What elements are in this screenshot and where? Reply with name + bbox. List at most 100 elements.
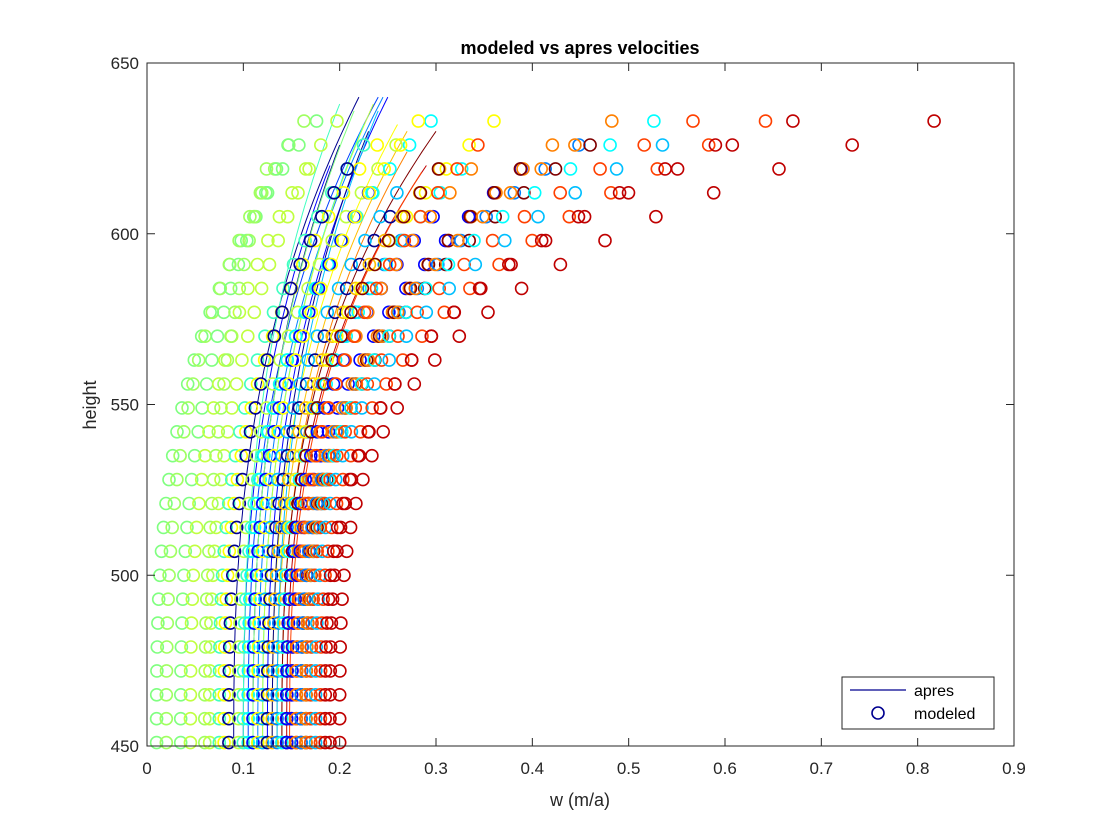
modeled-point <box>187 353 202 367</box>
modeled-point <box>274 520 289 535</box>
modeled-point <box>415 329 429 344</box>
modeled-point <box>254 568 268 583</box>
modeled-point <box>242 616 256 630</box>
modeled-point <box>355 401 369 415</box>
modeled-point <box>343 520 358 535</box>
modeled-point <box>266 640 280 654</box>
modeled-point <box>321 209 336 224</box>
modeled-point <box>225 472 239 487</box>
modeled-point <box>356 472 370 487</box>
modeled-point <box>257 616 271 630</box>
modeled-point <box>288 592 303 607</box>
modeled-markers <box>149 114 941 750</box>
modeled-point <box>927 114 941 128</box>
modeled-point <box>275 711 289 726</box>
modeled-point <box>339 209 354 224</box>
modeled-point <box>273 592 287 607</box>
modeled-point <box>310 329 325 344</box>
x-axis-label: w (m/a) <box>549 790 610 810</box>
modeled-point <box>251 687 265 702</box>
modeled-point <box>315 616 329 630</box>
modeled-point <box>217 305 231 320</box>
modeled-point <box>160 640 174 654</box>
modeled-point <box>250 711 265 726</box>
modeled-point <box>249 568 264 583</box>
modeled-point <box>393 138 408 152</box>
modeled-point <box>568 186 583 200</box>
modeled-point <box>347 329 361 344</box>
modeled-point <box>344 424 359 439</box>
modeled-point <box>598 233 612 248</box>
x-tick-label: 0.5 <box>617 759 641 778</box>
modeled-point <box>246 735 260 750</box>
modeled-point <box>298 233 312 248</box>
x-tick-label: 0.2 <box>328 759 352 778</box>
modeled-point <box>232 640 246 654</box>
legend: apres modeled <box>841 676 995 730</box>
modeled-point <box>324 520 339 535</box>
modeled-point <box>312 496 327 511</box>
modeled-point <box>299 664 314 678</box>
modeled-point <box>323 687 337 702</box>
modeled-point <box>202 711 217 726</box>
modeled-point <box>263 472 278 487</box>
modeled-point <box>302 162 316 176</box>
modeled-point <box>247 305 262 320</box>
modeled-point <box>239 592 253 607</box>
modeled-point <box>163 544 178 559</box>
modeled-point <box>235 568 249 583</box>
modeled-point <box>407 377 422 391</box>
modeled-point <box>162 568 176 583</box>
modeled-point <box>291 186 305 200</box>
modeled-point <box>291 616 306 630</box>
modeled-point <box>241 329 255 344</box>
modeled-point <box>318 687 333 702</box>
modeled-point <box>413 209 428 224</box>
modeled-point <box>330 448 344 463</box>
modeled-point <box>318 664 333 678</box>
modeled-point <box>399 305 414 320</box>
modeled-point <box>404 353 419 367</box>
modeled-point <box>471 138 485 152</box>
modeled-point <box>318 735 333 750</box>
modeled-point <box>236 711 251 726</box>
modeled-point <box>251 640 266 654</box>
modeled-point <box>351 305 366 320</box>
modeled-point <box>182 496 196 511</box>
modeled-point <box>246 711 260 726</box>
modeled-point <box>572 138 586 152</box>
modeled-point <box>239 448 253 463</box>
modeled-point <box>198 448 212 463</box>
apres-line <box>233 96 360 746</box>
modeled-point <box>497 233 512 248</box>
modeled-point <box>255 711 270 726</box>
modeled-point <box>271 544 286 559</box>
modeled-point <box>229 520 244 535</box>
modeled-point <box>235 353 249 367</box>
modeled-point <box>222 640 237 654</box>
modeled-point <box>301 592 316 607</box>
modeled-point <box>293 377 308 391</box>
modeled-point <box>297 592 312 607</box>
modeled-point <box>222 664 237 678</box>
x-tick-label: 0.7 <box>810 759 834 778</box>
modeled-point <box>571 209 586 224</box>
modeled-point <box>361 353 376 367</box>
modeled-point <box>367 233 382 248</box>
modeled-point <box>203 520 217 535</box>
modeled-point <box>175 616 189 630</box>
modeled-point <box>562 209 577 224</box>
modeled-point <box>390 186 404 200</box>
modeled-point <box>279 711 294 726</box>
modeled-point <box>408 281 423 296</box>
modeled-point <box>242 544 256 559</box>
modeled-point <box>255 544 270 559</box>
modeled-point <box>156 520 171 535</box>
modeled-point <box>300 616 315 630</box>
modeled-point <box>262 257 277 272</box>
modeled-point <box>340 305 355 320</box>
modeled-point <box>149 711 164 726</box>
modeled-point <box>253 186 268 200</box>
modeled-point <box>287 544 301 559</box>
modeled-point <box>218 616 233 630</box>
